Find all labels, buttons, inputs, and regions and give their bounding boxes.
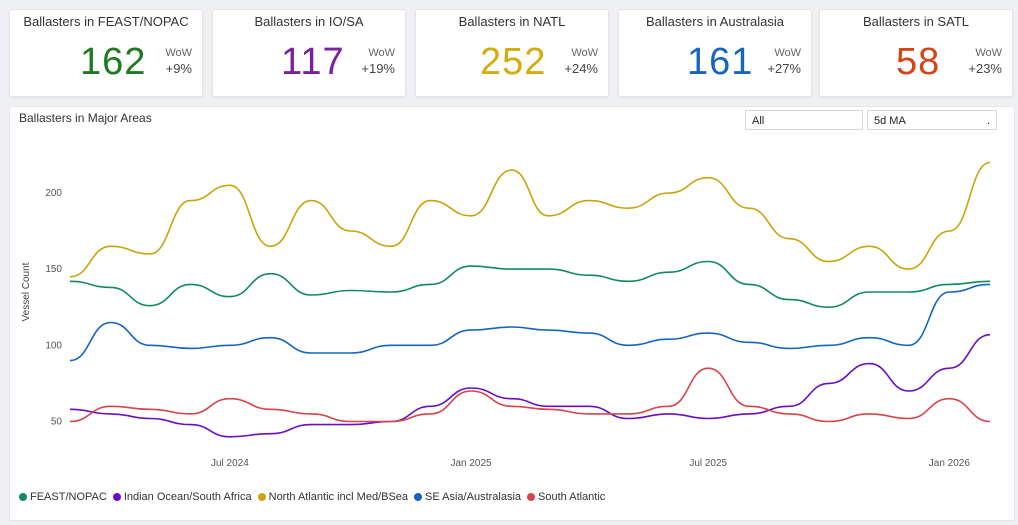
legend-label: South Atlantic (538, 491, 606, 503)
kpi-title: Ballasters in SATL (863, 14, 969, 29)
wow-label: WoW (975, 47, 1002, 59)
series-line-feast-nopac[interactable] (69, 260, 991, 309)
series-line-indian-ocean-south-africa[interactable] (69, 333, 991, 438)
wow-label: WoW (571, 47, 598, 59)
chevron-down-icon: . (986, 115, 990, 127)
wow-label: WoW (774, 47, 801, 59)
x-tick-label: Jan 2025 (450, 458, 492, 469)
wow-value: +24% (564, 61, 598, 76)
kpi-value: 161 (687, 41, 754, 83)
kpi-value: 162 (80, 41, 147, 83)
wow-label: WoW (165, 47, 192, 59)
chart-panel: Ballasters in Major Areas All 5d MA . 50… (9, 106, 1015, 521)
ma-dropdown[interactable]: 5d MA . (867, 110, 997, 130)
legend-label: North Atlantic incl Med/BSea (268, 491, 409, 503)
kpi-card-natl[interactable]: Ballasters in NATL 252 WoW +24% (415, 9, 609, 97)
legend-item[interactable]: South Atlantic (527, 491, 605, 503)
legend-item[interactable]: Indian Ocean/South Africa (112, 491, 252, 503)
y-tick-label: 100 (45, 340, 62, 351)
kpi-wow: WoW +23% (968, 46, 1002, 76)
legend-dot-icon (112, 493, 121, 501)
wow-value: +9% (165, 61, 192, 76)
y-tick-label: 150 (45, 264, 62, 275)
area-filter-value: All (752, 115, 765, 127)
wow-value: +27% (767, 61, 801, 76)
kpi-title: Ballasters in IO/SA (254, 14, 364, 29)
legend-label: Indian Ocean/South Africa (123, 491, 252, 503)
area-filter-dropdown[interactable]: All (745, 110, 863, 130)
legend-item[interactable]: FEAST/NOPAC (19, 491, 107, 503)
legend-dot-icon (527, 493, 536, 501)
series-line-north-atlantic-incl-med-bsea[interactable] (69, 161, 991, 278)
wow-value: +23% (968, 61, 1002, 76)
legend-label: SE Asia/Australasia (425, 491, 522, 503)
kpi-wow: WoW +9% (165, 46, 192, 76)
line-chart: 50 100 150 200 Jul 2024 Jan 2025 Jul 2025 Jan … (21, 161, 991, 469)
kpi-value: 252 (480, 41, 547, 83)
kpi-card-satl[interactable]: Ballasters in SATL 58 WoW +23% (819, 9, 1013, 97)
x-tick-label: Jul 2025 (689, 458, 727, 469)
kpi-value: 58 (896, 41, 941, 83)
kpi-value: 117 (281, 41, 345, 83)
y-tick-label: 200 (45, 188, 62, 199)
legend-item[interactable]: SE Asia/Australasia (414, 491, 521, 503)
chart-title: Ballasters in Major Areas (19, 111, 152, 125)
wow-label: WoW (368, 47, 395, 59)
ma-value: 5d MA (874, 115, 906, 127)
legend-dot-icon (19, 493, 27, 501)
kpi-title: Ballasters in FEAST/NOPAC (23, 14, 189, 29)
legend-dot-icon (257, 493, 266, 501)
x-tick-label: Jan 2026 (929, 458, 971, 469)
chart-legend: FEAST/NOPAC Indian Ocean/South Africa Nort… (19, 491, 605, 503)
legend-dot-icon (414, 493, 423, 501)
kpi-card-feast[interactable]: Ballasters in FEAST/NOPAC 162 WoW +9% (9, 9, 203, 97)
y-axis-label: Vessel Count (21, 262, 32, 321)
kpi-wow: WoW +24% (564, 46, 598, 76)
kpi-card-australasia[interactable]: Ballasters in Australasia 161 WoW +27% (618, 9, 812, 97)
wow-value: +19% (361, 61, 395, 76)
kpi-card-io-sa[interactable]: Ballasters in IO/SA 117 WoW +19% (212, 9, 406, 97)
kpi-title: Ballasters in Australasia (645, 14, 784, 29)
kpi-title: Ballasters in NATL (458, 14, 566, 29)
series-line-south-atlantic[interactable] (69, 367, 991, 423)
series-line-se-asia-australasia[interactable] (69, 283, 991, 362)
legend-item[interactable]: North Atlantic incl Med/BSea (257, 491, 409, 503)
kpi-wow: WoW +27% (767, 46, 801, 76)
y-tick-label: 50 (51, 417, 63, 428)
kpi-wow: WoW +19% (361, 46, 395, 76)
legend-label: FEAST/NOPAC (30, 491, 107, 503)
x-tick-label: Jul 2024 (211, 458, 249, 469)
